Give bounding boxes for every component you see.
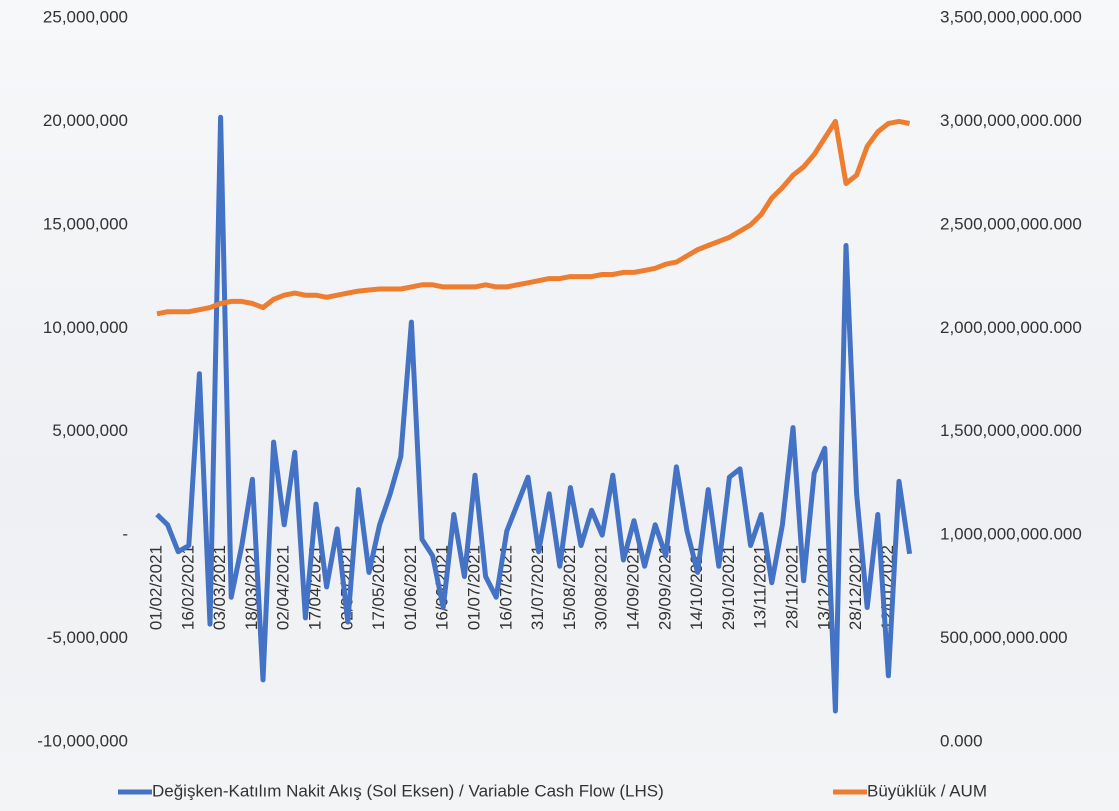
y-tick-label: -5,000,000 — [47, 628, 128, 647]
y-tick-label: 10,000,000 — [43, 318, 128, 337]
y2-tick-label: 0.000 — [940, 731, 983, 750]
y-tick-label: -10,000,000 — [37, 731, 128, 750]
legend-label: Büyüklük / AUM — [867, 781, 987, 800]
x-tick-label: 17/05/2021 — [369, 545, 388, 630]
x-tick-label: 29/09/2021 — [655, 545, 674, 630]
x-tick-label: 02/04/2021 — [274, 545, 293, 630]
x-tick-label: 15/08/2021 — [560, 545, 579, 630]
x-tick-label: 01/06/2021 — [401, 545, 420, 630]
x-tick-label: 30/08/2021 — [592, 545, 611, 630]
x-tick-label: 16/02/2021 — [178, 545, 197, 630]
y2-tick-label: 2,000,000,000.000 — [940, 318, 1082, 337]
y2-tick-label: 1,500,000,000.000 — [940, 421, 1082, 440]
x-tick-label: 01/07/2021 — [464, 545, 483, 630]
y-tick-label: 25,000,000 — [43, 7, 128, 26]
y-tick-label: - — [122, 525, 128, 544]
x-tick-label: 13/11/2021 — [751, 545, 770, 629]
y2-tick-label: 3,500,000,000.000 — [940, 7, 1082, 26]
data-line — [156, 118, 911, 317]
x-tick-label: 14/10/2021 — [687, 545, 706, 630]
x-tick-label: 01/02/2021 — [146, 545, 165, 630]
y2-tick-label: 2,500,000,000.000 — [940, 214, 1082, 233]
x-tick-label: 31/07/2021 — [528, 545, 547, 630]
y-tick-label: 5,000,000 — [52, 421, 128, 440]
x-tick-label: 29/10/2021 — [719, 545, 738, 630]
legend-label: Değişken-Katılım Nakit Akış (Sol Eksen) … — [152, 781, 664, 800]
data-line — [155, 114, 913, 714]
y2-tick-label: 1,000,000,000.000 — [940, 525, 1082, 544]
y2-tick-label: 500,000,000.000 — [940, 628, 1068, 647]
y-tick-label: 20,000,000 — [43, 111, 128, 130]
y2-tick-label: 3,000,000,000.000 — [940, 111, 1082, 130]
y-tick-label: 15,000,000 — [43, 214, 128, 233]
x-tick-label: 28/11/2021 — [782, 545, 801, 629]
x-tick-label: 14/09/2021 — [623, 545, 642, 630]
x-tick-label: 03/03/2021 — [210, 545, 229, 630]
x-tick-label: 28/12/2021 — [846, 545, 865, 630]
